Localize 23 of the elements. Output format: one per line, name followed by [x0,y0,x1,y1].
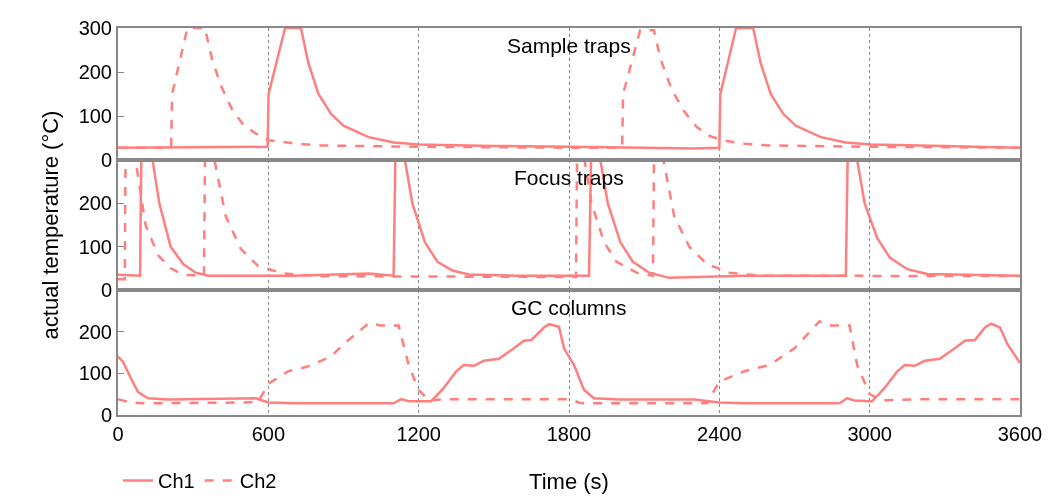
y-axis-title: actual temperature (°C) [37,110,63,340]
y-tick-label: 100 [78,105,112,127]
y-tick-label: 200 [78,61,112,83]
y-tick-label: 200 [78,192,112,215]
x-tick-label: 3600 [997,423,1043,445]
y-tick-label: 0 [100,279,112,301]
y-tick-label: 200 [78,320,112,343]
x-tick-label: 1800 [546,423,592,445]
annotation: Sample traps [507,34,631,57]
x-tick-label: 3000 [847,423,892,445]
y-tick-label: 0 [100,149,112,171]
x-tick-label: 600 [251,423,286,445]
y-tick-label: 100 [78,235,112,258]
y-tick-label: 300 [78,17,112,39]
legend-label: Ch2 [239,470,277,493]
x-tick-label: 2400 [697,423,742,445]
x-tick-label: 1200 [396,423,441,445]
legend-label: Ch1 [158,470,195,493]
y-tick-label: 100 [78,362,112,385]
annotation: Focus traps [514,166,624,189]
x-axis-title: Time (s) [529,469,609,495]
annotation: GC columns [511,296,627,319]
y-tick-label: 0 [100,404,112,426]
